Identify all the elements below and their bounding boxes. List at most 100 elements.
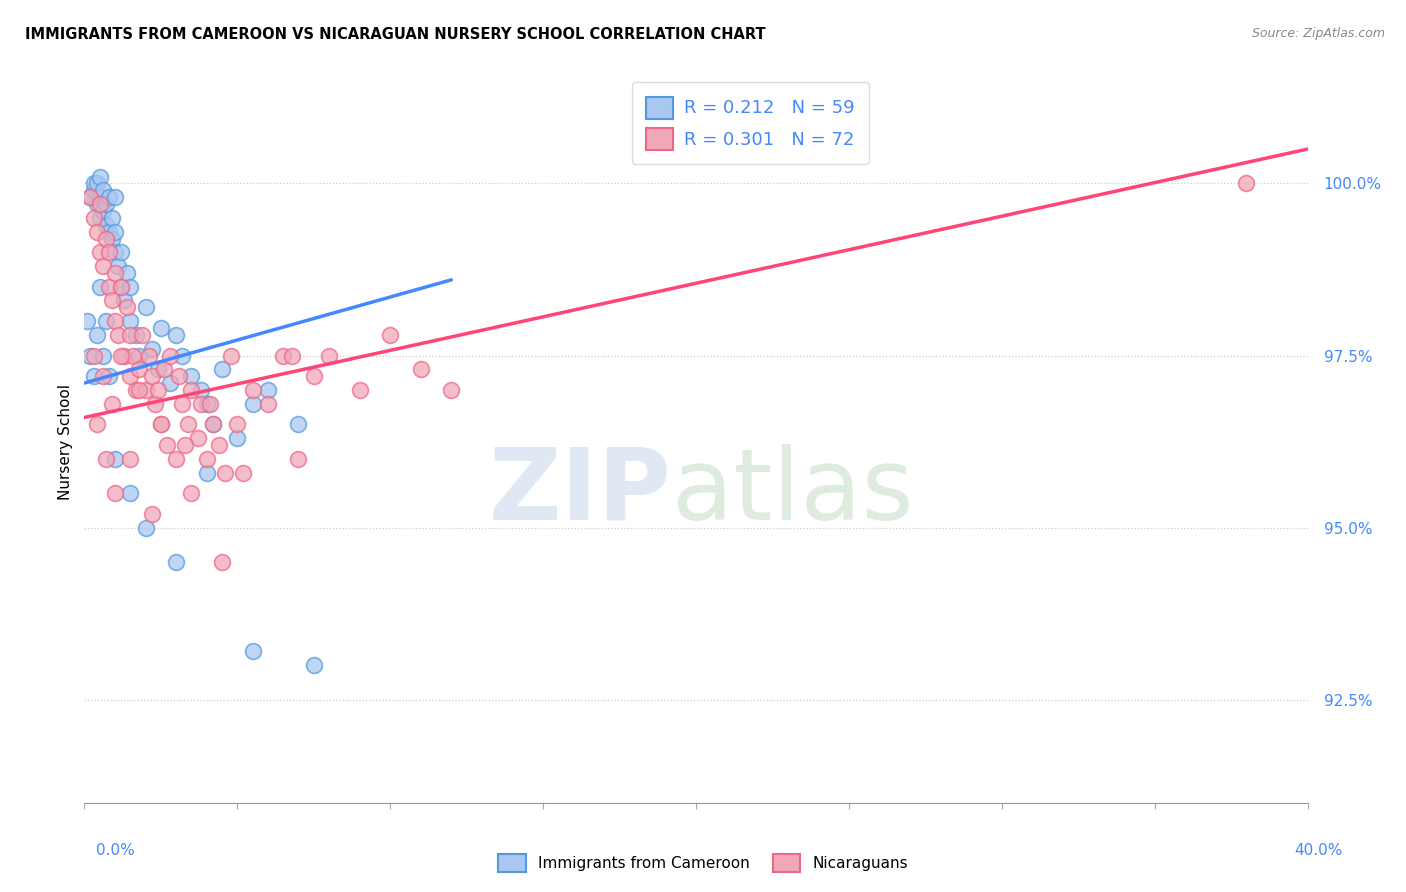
Point xyxy=(97,369,120,384)
Point xyxy=(153,362,176,376)
Point xyxy=(135,520,157,534)
Point xyxy=(177,417,200,432)
Point xyxy=(141,507,163,521)
Point xyxy=(195,466,218,480)
Point xyxy=(208,438,231,452)
Text: atlas: atlas xyxy=(672,443,912,541)
Point xyxy=(86,197,108,211)
Point xyxy=(172,397,194,411)
Point xyxy=(159,349,181,363)
Point xyxy=(131,327,153,342)
Point xyxy=(104,314,127,328)
Point xyxy=(120,314,142,328)
Point xyxy=(112,293,135,308)
Point xyxy=(141,342,163,356)
Point xyxy=(287,417,309,432)
Point xyxy=(125,383,148,397)
Point xyxy=(141,369,163,384)
Point xyxy=(143,397,166,411)
Point xyxy=(165,451,187,466)
Point xyxy=(94,451,117,466)
Point xyxy=(91,259,114,273)
Point xyxy=(107,259,129,273)
Point xyxy=(91,369,114,384)
Point xyxy=(165,555,187,569)
Point xyxy=(104,190,127,204)
Point xyxy=(257,397,280,411)
Point xyxy=(149,321,172,335)
Point xyxy=(112,349,135,363)
Point xyxy=(271,349,294,363)
Point xyxy=(219,349,242,363)
Point xyxy=(104,486,127,500)
Point xyxy=(115,266,138,280)
Point xyxy=(349,383,371,397)
Point xyxy=(120,486,142,500)
Point xyxy=(94,231,117,245)
Point xyxy=(97,279,120,293)
Point xyxy=(101,231,124,245)
Point xyxy=(97,245,120,260)
Point xyxy=(83,183,105,197)
Point xyxy=(172,349,194,363)
Point xyxy=(242,644,264,658)
Point xyxy=(302,658,325,673)
Y-axis label: Nursery School: Nursery School xyxy=(58,384,73,500)
Point xyxy=(180,383,202,397)
Point xyxy=(128,349,150,363)
Point xyxy=(167,369,190,384)
Point xyxy=(242,397,264,411)
Point xyxy=(89,197,111,211)
Point xyxy=(104,245,127,260)
Point xyxy=(125,327,148,342)
Point xyxy=(120,279,142,293)
Point xyxy=(186,431,208,445)
Point xyxy=(110,279,132,293)
Point xyxy=(232,466,254,480)
Point xyxy=(120,369,142,384)
Point xyxy=(440,383,463,397)
Point xyxy=(226,417,249,432)
Point xyxy=(101,293,124,308)
Point xyxy=(79,190,101,204)
Point xyxy=(195,397,218,411)
Legend: Immigrants from Cameroon, Nicaraguans: Immigrants from Cameroon, Nicaraguans xyxy=(491,846,915,880)
Point xyxy=(89,211,111,225)
Point xyxy=(120,451,142,466)
Point xyxy=(211,555,233,569)
Point xyxy=(242,383,264,397)
Text: ZIP: ZIP xyxy=(489,443,672,541)
Point xyxy=(86,225,108,239)
Point xyxy=(79,349,101,363)
Point xyxy=(91,349,114,363)
Point xyxy=(257,383,280,397)
Point xyxy=(138,349,160,363)
Point xyxy=(198,397,221,411)
Point xyxy=(79,190,101,204)
Point xyxy=(91,204,114,219)
Point xyxy=(110,279,132,293)
Point xyxy=(115,301,138,315)
Point xyxy=(89,190,111,204)
Point xyxy=(287,451,309,466)
Point xyxy=(226,431,249,445)
Text: IMMIGRANTS FROM CAMEROON VS NICARAGUAN NURSERY SCHOOL CORRELATION CHART: IMMIGRANTS FROM CAMEROON VS NICARAGUAN N… xyxy=(25,27,766,42)
Point xyxy=(94,197,117,211)
Point xyxy=(110,349,132,363)
Point xyxy=(180,369,202,384)
Text: 0.0%: 0.0% xyxy=(96,843,135,858)
Point xyxy=(83,349,105,363)
Point xyxy=(146,383,169,397)
Point xyxy=(211,362,233,376)
Point xyxy=(94,218,117,232)
Text: 40.0%: 40.0% xyxy=(1295,843,1343,858)
Point xyxy=(190,383,212,397)
Point xyxy=(86,417,108,432)
Point xyxy=(91,183,114,197)
Point xyxy=(97,190,120,204)
Point xyxy=(281,349,304,363)
Point xyxy=(302,369,325,384)
Text: Source: ZipAtlas.com: Source: ZipAtlas.com xyxy=(1251,27,1385,40)
Point xyxy=(104,266,127,280)
Point xyxy=(76,314,98,328)
